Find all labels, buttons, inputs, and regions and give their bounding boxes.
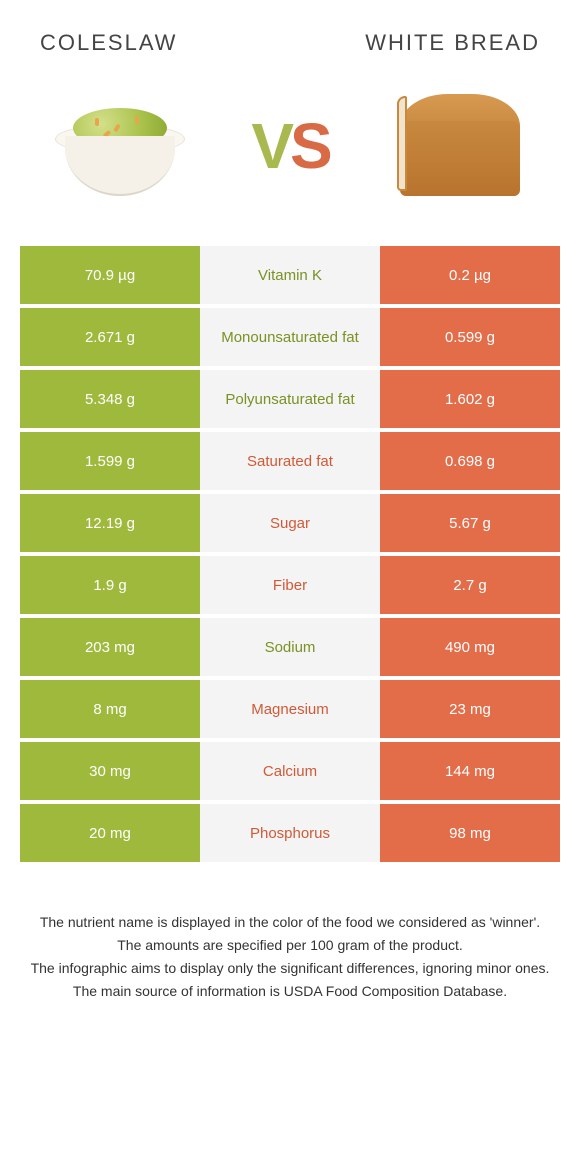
right-value-cell: 144 mg (380, 742, 560, 800)
nutrient-name-cell: Vitamin K (200, 246, 380, 304)
left-value-cell: 203 mg (20, 618, 200, 676)
nutrient-row: 203 mgSodium490 mg (20, 618, 560, 676)
left-value-cell: 5.348 g (20, 370, 200, 428)
right-value-cell: 0.698 g (380, 432, 560, 490)
right-food-title: WHITE BREAD (290, 30, 540, 56)
footnote-line: The infographic aims to display only the… (30, 958, 550, 979)
nutrient-row: 12.19 gSugar5.67 g (20, 494, 560, 552)
nutrient-row: 8 mgMagnesium23 mg (20, 680, 560, 738)
vs-s: S (290, 110, 329, 182)
nutrient-name-cell: Fiber (200, 556, 380, 614)
right-value-cell: 23 mg (380, 680, 560, 738)
nutrient-comparison-table: 70.9 µgVitamin K0.2 µg2.671 gMonounsatur… (20, 246, 560, 862)
food-images-row: VS (0, 66, 580, 246)
right-value-cell: 5.67 g (380, 494, 560, 552)
left-value-cell: 1.9 g (20, 556, 200, 614)
nutrient-row: 30 mgCalcium144 mg (20, 742, 560, 800)
nutrient-name-cell: Magnesium (200, 680, 380, 738)
footnote-line: The main source of information is USDA F… (30, 981, 550, 1002)
nutrient-row: 1.599 gSaturated fat0.698 g (20, 432, 560, 490)
nutrient-name-cell: Sodium (200, 618, 380, 676)
white-bread-illustration (370, 76, 550, 216)
nutrient-row: 2.671 gMonounsaturated fat0.599 g (20, 308, 560, 366)
left-food-title: COLESLAW (40, 30, 290, 56)
right-value-cell: 490 mg (380, 618, 560, 676)
nutrient-name-cell: Calcium (200, 742, 380, 800)
nutrient-name-cell: Monounsaturated fat (200, 308, 380, 366)
vs-v: V (251, 110, 290, 182)
footnote-line: The amounts are specified per 100 gram o… (30, 935, 550, 956)
left-value-cell: 70.9 µg (20, 246, 200, 304)
comparison-header: COLESLAW WHITE BREAD (0, 0, 580, 66)
nutrient-row: 1.9 gFiber2.7 g (20, 556, 560, 614)
left-value-cell: 12.19 g (20, 494, 200, 552)
nutrient-name-cell: Phosphorus (200, 804, 380, 862)
nutrient-row: 70.9 µgVitamin K0.2 µg (20, 246, 560, 304)
nutrient-row: 20 mgPhosphorus98 mg (20, 804, 560, 862)
right-value-cell: 1.602 g (380, 370, 560, 428)
nutrient-name-cell: Sugar (200, 494, 380, 552)
vs-label: VS (251, 109, 328, 183)
nutrient-name-cell: Saturated fat (200, 432, 380, 490)
footnotes: The nutrient name is displayed in the co… (30, 912, 550, 1002)
left-value-cell: 2.671 g (20, 308, 200, 366)
nutrient-name-cell: Polyunsaturated fat (200, 370, 380, 428)
right-value-cell: 0.2 µg (380, 246, 560, 304)
left-value-cell: 8 mg (20, 680, 200, 738)
left-value-cell: 30 mg (20, 742, 200, 800)
right-value-cell: 2.7 g (380, 556, 560, 614)
nutrient-row: 5.348 gPolyunsaturated fat1.602 g (20, 370, 560, 428)
right-value-cell: 0.599 g (380, 308, 560, 366)
right-value-cell: 98 mg (380, 804, 560, 862)
left-value-cell: 20 mg (20, 804, 200, 862)
left-value-cell: 1.599 g (20, 432, 200, 490)
footnote-line: The nutrient name is displayed in the co… (30, 912, 550, 933)
coleslaw-illustration (30, 76, 210, 216)
